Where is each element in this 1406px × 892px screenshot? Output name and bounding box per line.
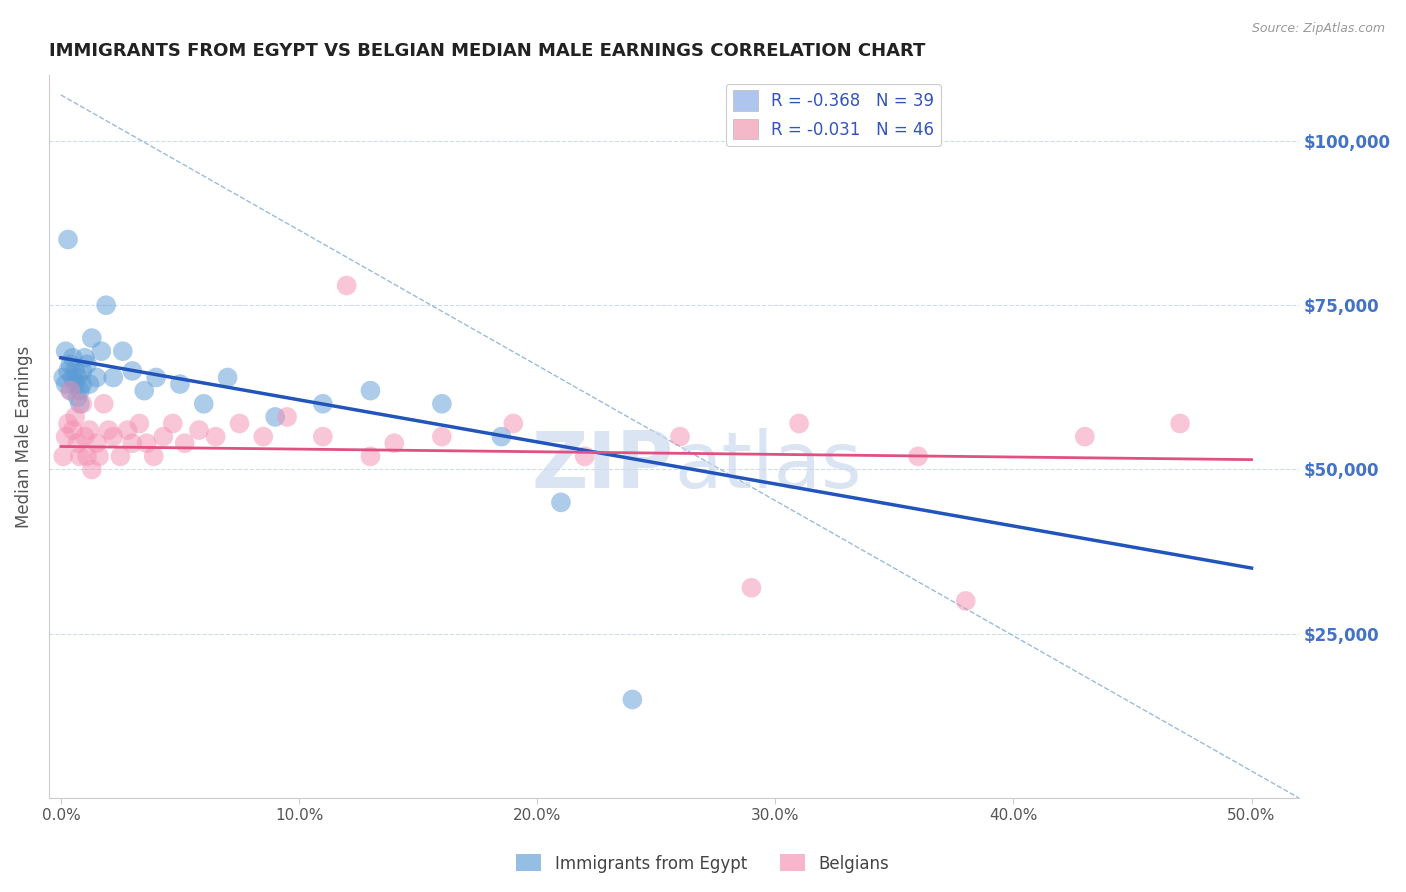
Point [134, 384, 156, 398]
Point [491, 429, 513, 443]
Point [502, 417, 524, 431]
Legend: R = -0.368   N = 39, R = -0.031   N = 46: R = -0.368 N = 39, R = -0.031 N = 46 [725, 84, 941, 146]
Text: IMMIGRANTS FROM EGYPT VS BELGIAN MEDIAN MALE EARNINGS CORRELATION CHART: IMMIGRANTS FROM EGYPT VS BELGIAN MEDIAN … [49, 42, 925, 60]
Point [72, 377, 94, 392]
Point [76, 357, 98, 371]
Point [152, 429, 174, 443]
Point [430, 429, 453, 443]
Point [430, 397, 453, 411]
Point [62, 370, 84, 384]
Point [740, 581, 762, 595]
Point [550, 495, 572, 509]
Point [72, 397, 94, 411]
Point [142, 450, 165, 464]
Point [787, 417, 810, 431]
Point [162, 417, 184, 431]
Point [63, 409, 86, 424]
Point [93, 397, 115, 411]
Point [336, 278, 359, 293]
Point [69, 384, 91, 398]
Point [52, 370, 75, 384]
Point [955, 594, 977, 608]
Text: ZIP: ZIP [531, 427, 673, 504]
Point [90, 344, 112, 359]
Point [73, 429, 96, 443]
Point [79, 423, 101, 437]
Point [103, 370, 125, 384]
Point [63, 364, 86, 378]
Point [86, 370, 108, 384]
Point [76, 450, 98, 464]
Point [56, 417, 79, 431]
Point [135, 436, 157, 450]
Point [121, 364, 143, 378]
Point [1074, 429, 1097, 443]
Point [52, 450, 75, 464]
Point [359, 450, 381, 464]
Point [145, 370, 167, 384]
Point [907, 450, 929, 464]
Point [66, 436, 89, 450]
Point [69, 450, 91, 464]
Point [55, 429, 77, 443]
Point [312, 429, 335, 443]
Point [66, 390, 89, 404]
Point [169, 377, 191, 392]
Point [59, 357, 82, 371]
Point [62, 423, 84, 437]
Point [359, 384, 381, 398]
Point [72, 364, 94, 378]
Point [55, 377, 77, 392]
Text: atlas: atlas [673, 427, 862, 504]
Point [110, 450, 132, 464]
Point [62, 351, 84, 365]
Point [87, 450, 110, 464]
Point [312, 397, 335, 411]
Point [63, 377, 86, 392]
Y-axis label: Median Male Earnings: Median Male Earnings [15, 345, 32, 528]
Point [56, 364, 79, 378]
Point [204, 429, 226, 443]
Point [117, 423, 139, 437]
Text: Source: ZipAtlas.com: Source: ZipAtlas.com [1251, 22, 1385, 36]
Point [193, 397, 215, 411]
Point [669, 429, 692, 443]
Point [111, 344, 134, 359]
Point [80, 331, 103, 345]
Point [73, 351, 96, 365]
Point [79, 377, 101, 392]
Point [228, 417, 250, 431]
Point [128, 417, 150, 431]
Point [66, 370, 89, 384]
Point [94, 298, 117, 312]
Point [59, 384, 82, 398]
Point [55, 344, 77, 359]
Point [1168, 417, 1191, 431]
Point [382, 436, 405, 450]
Point [69, 397, 91, 411]
Point [188, 423, 211, 437]
Point [86, 436, 108, 450]
Point [103, 429, 125, 443]
Point [574, 450, 596, 464]
Point [80, 462, 103, 476]
Point [264, 409, 287, 424]
Point [97, 423, 120, 437]
Point [276, 409, 298, 424]
Point [56, 232, 79, 246]
Point [621, 692, 644, 706]
Point [217, 370, 239, 384]
Point [59, 384, 82, 398]
Legend: Immigrants from Egypt, Belgians: Immigrants from Egypt, Belgians [510, 847, 896, 880]
Point [173, 436, 195, 450]
Point [252, 429, 274, 443]
Point [121, 436, 143, 450]
